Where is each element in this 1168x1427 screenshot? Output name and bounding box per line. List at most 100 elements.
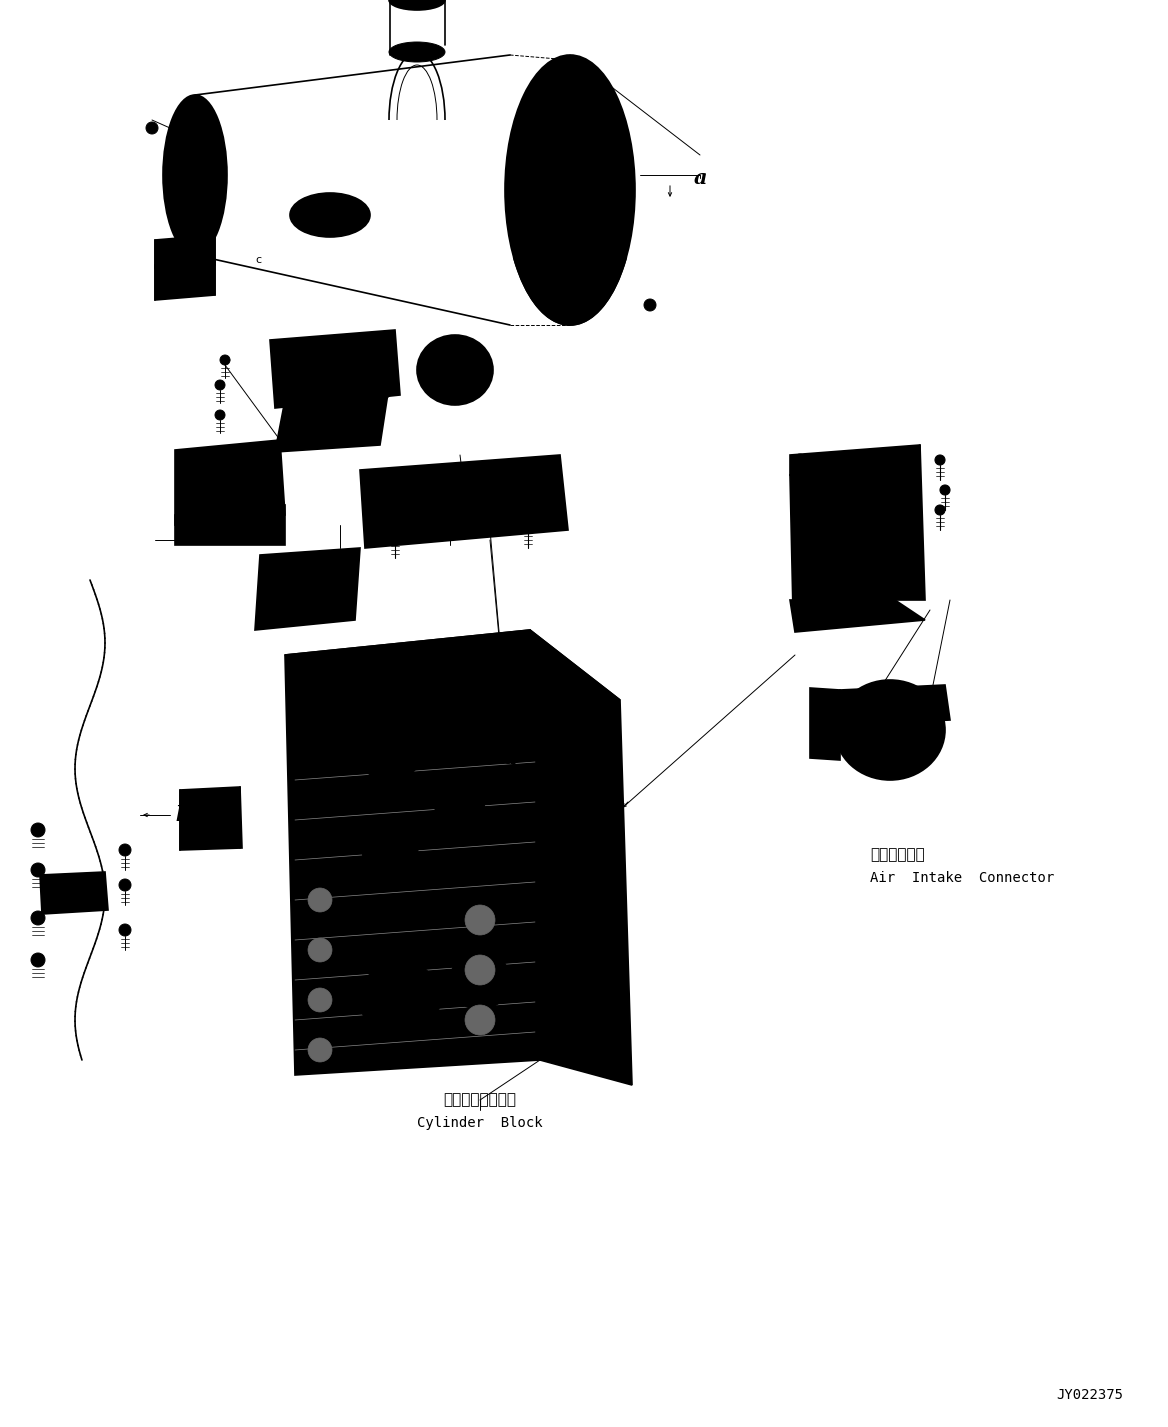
Circle shape [216, 826, 228, 838]
Circle shape [204, 459, 216, 471]
Circle shape [456, 645, 465, 655]
Ellipse shape [164, 96, 227, 255]
Circle shape [390, 534, 399, 544]
Circle shape [32, 953, 46, 968]
Circle shape [936, 505, 945, 515]
Circle shape [450, 950, 510, 1010]
Polygon shape [890, 445, 925, 599]
Circle shape [814, 484, 826, 497]
Circle shape [320, 599, 332, 611]
Circle shape [362, 822, 418, 878]
Ellipse shape [850, 692, 930, 768]
Circle shape [32, 823, 46, 838]
Circle shape [57, 885, 67, 895]
Ellipse shape [835, 681, 945, 781]
Circle shape [32, 910, 46, 925]
Polygon shape [180, 788, 242, 850]
Circle shape [119, 843, 131, 856]
Circle shape [856, 562, 868, 574]
Circle shape [814, 564, 826, 577]
Polygon shape [155, 235, 215, 268]
Circle shape [194, 828, 206, 839]
Circle shape [194, 799, 206, 811]
Circle shape [220, 355, 230, 365]
Polygon shape [790, 465, 895, 612]
Polygon shape [175, 440, 285, 525]
Circle shape [192, 280, 203, 291]
Circle shape [192, 258, 203, 271]
Circle shape [644, 300, 656, 311]
Polygon shape [530, 629, 632, 1085]
Ellipse shape [417, 335, 493, 405]
Circle shape [216, 798, 228, 811]
Circle shape [465, 905, 495, 935]
Text: Air  Intake  Connector: Air Intake Connector [870, 870, 1055, 885]
Circle shape [924, 692, 936, 704]
Circle shape [215, 410, 225, 420]
Circle shape [324, 203, 336, 214]
Circle shape [146, 121, 158, 134]
Circle shape [249, 457, 260, 468]
Text: JY022375: JY022375 [1057, 1388, 1124, 1401]
Circle shape [465, 1005, 495, 1035]
Circle shape [856, 482, 868, 494]
Circle shape [940, 485, 950, 495]
Polygon shape [40, 872, 107, 915]
Circle shape [119, 879, 131, 890]
Circle shape [568, 698, 592, 722]
Circle shape [844, 694, 856, 706]
Polygon shape [274, 392, 388, 452]
Circle shape [119, 925, 131, 936]
Circle shape [283, 392, 296, 404]
Polygon shape [155, 263, 215, 300]
Circle shape [360, 960, 440, 1040]
Circle shape [405, 651, 415, 661]
Polygon shape [270, 330, 399, 408]
Circle shape [305, 661, 315, 671]
Ellipse shape [443, 479, 487, 511]
Circle shape [377, 334, 389, 345]
Circle shape [465, 955, 495, 985]
Polygon shape [255, 548, 360, 629]
Circle shape [378, 385, 391, 398]
Circle shape [308, 1037, 332, 1062]
Circle shape [434, 785, 485, 835]
Circle shape [856, 521, 868, 534]
Circle shape [322, 561, 334, 574]
Circle shape [385, 472, 395, 482]
Ellipse shape [389, 0, 445, 10]
Circle shape [505, 639, 515, 651]
Circle shape [204, 489, 216, 501]
Circle shape [926, 711, 938, 722]
Circle shape [844, 451, 856, 462]
Circle shape [359, 718, 422, 782]
Ellipse shape [505, 56, 635, 325]
Text: c: c [255, 255, 262, 265]
Circle shape [515, 462, 524, 472]
Ellipse shape [389, 41, 445, 61]
Circle shape [249, 487, 260, 498]
Polygon shape [790, 445, 920, 475]
Circle shape [215, 380, 225, 390]
Circle shape [284, 564, 296, 577]
Ellipse shape [290, 193, 370, 237]
Polygon shape [175, 505, 285, 545]
Text: a: a [694, 168, 707, 188]
Circle shape [523, 524, 533, 534]
Text: シリンダブロック: シリンダブロック [444, 1093, 516, 1107]
Circle shape [204, 524, 216, 537]
Text: 吸気コネクタ: 吸気コネクタ [870, 848, 925, 862]
Text: Cylinder  Block: Cylinder Block [417, 1116, 543, 1130]
Circle shape [249, 522, 260, 534]
Text: b: b [563, 805, 577, 825]
Circle shape [308, 938, 332, 962]
Circle shape [814, 589, 826, 601]
Polygon shape [285, 629, 540, 1075]
Polygon shape [285, 629, 620, 721]
Circle shape [570, 731, 590, 751]
Circle shape [83, 883, 93, 893]
Polygon shape [840, 685, 950, 726]
Circle shape [856, 586, 868, 598]
Circle shape [284, 602, 296, 614]
Polygon shape [360, 455, 568, 548]
